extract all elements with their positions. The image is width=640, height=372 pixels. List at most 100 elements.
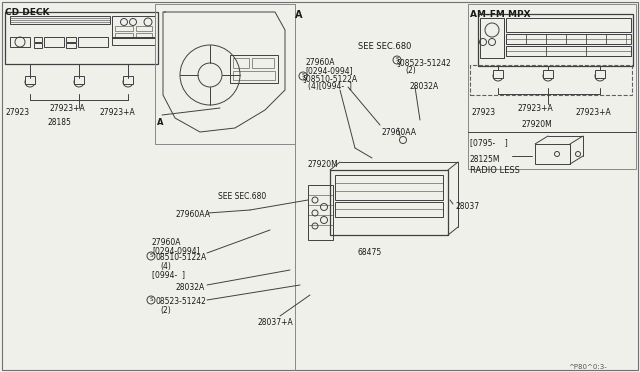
Bar [526,34,546,44]
Bar [155,4,295,144]
Text: SEE SEC.680: SEE SEC.680 [358,42,412,51]
Circle shape [595,71,605,81]
Bar [112,37,155,45]
Circle shape [598,74,602,78]
Bar [115,33,133,38]
Bar [233,58,249,68]
Text: ^P80^0:3-: ^P80^0:3- [568,364,607,370]
Bar [335,202,443,217]
Circle shape [123,77,133,87]
Circle shape [321,217,328,224]
Bar [308,185,333,240]
Bar [112,16,155,38]
Bar [546,46,586,56]
Text: §08523-51242: §08523-51242 [397,58,452,67]
Bar [586,34,606,44]
Text: S: S [150,253,154,258]
Bar [493,70,503,78]
Text: 28037: 28037 [455,202,479,211]
Bar [10,16,110,24]
Bar [78,37,108,47]
Circle shape [77,80,81,84]
Bar [34,43,42,48]
Text: 27960AA: 27960AA [382,128,417,137]
Bar [506,34,526,44]
Circle shape [74,77,84,87]
Circle shape [493,71,503,81]
Text: (4)[0994-  ]: (4)[0994- ] [308,82,352,91]
Text: S: S [302,73,305,78]
Text: 27923: 27923 [5,108,29,117]
Bar [252,58,274,68]
Bar [10,37,30,47]
Text: 28037+A: 28037+A [258,318,294,327]
Bar [25,76,35,84]
Bar [44,37,64,47]
Bar [66,43,76,48]
Text: 27960A: 27960A [305,58,335,67]
Circle shape [321,203,328,211]
Text: 27960A: 27960A [152,238,182,247]
Bar [543,70,553,78]
Text: 28125M: 28125M [470,155,500,164]
Text: A: A [295,10,303,20]
Bar [595,70,605,78]
Circle shape [496,74,500,78]
Text: 28185: 28185 [48,118,72,127]
Text: S: S [396,57,399,62]
Text: AM-FM MPX: AM-FM MPX [470,10,531,19]
Circle shape [399,137,406,144]
Circle shape [543,71,553,81]
Bar [506,46,631,56]
Circle shape [312,197,318,203]
Circle shape [126,80,130,84]
Bar [233,71,275,80]
Bar [123,76,133,84]
Text: 08510-5122A: 08510-5122A [155,253,206,262]
Text: [0994-  ]: [0994- ] [152,270,185,279]
Bar [335,175,443,200]
Bar [136,26,152,31]
Text: 28032A: 28032A [410,82,439,91]
Bar [606,34,626,44]
Bar [136,33,152,38]
Bar [230,55,278,83]
Text: A: A [157,118,163,127]
Bar [330,170,448,235]
Bar [34,37,42,42]
Text: 27920M: 27920M [308,160,339,169]
Bar [115,26,133,31]
Text: 27923+A: 27923+A [575,108,611,117]
Bar [74,76,84,84]
Bar [468,4,636,169]
Text: (4): (4) [160,262,171,271]
Bar [506,34,631,44]
Text: 68475: 68475 [358,248,382,257]
Text: 28032A: 28032A [175,283,204,292]
Circle shape [25,77,35,87]
Text: [0795-    ]: [0795- ] [470,138,508,147]
Bar [506,46,546,56]
Circle shape [546,74,550,78]
Text: 27923+A: 27923+A [100,108,136,117]
Bar [535,144,570,164]
Text: 27923+A: 27923+A [50,104,86,113]
Text: CD DECK: CD DECK [5,8,49,17]
Bar [546,34,566,44]
Bar [470,65,632,95]
Text: 27920M: 27920M [522,120,553,129]
Circle shape [312,210,318,216]
Text: RADIO LESS: RADIO LESS [470,166,520,175]
Text: S: S [150,297,154,302]
Text: 27923: 27923 [472,108,496,117]
Bar [566,34,586,44]
Text: (2): (2) [405,66,416,75]
Bar [586,46,631,56]
Text: 27923+A: 27923+A [517,104,553,113]
Text: 27960AA: 27960AA [175,210,210,219]
Circle shape [312,223,318,229]
Bar [478,14,633,66]
Bar [5,12,158,64]
Text: SEE SEC.680: SEE SEC.680 [218,192,266,201]
Text: 08523-51242: 08523-51242 [155,297,206,306]
